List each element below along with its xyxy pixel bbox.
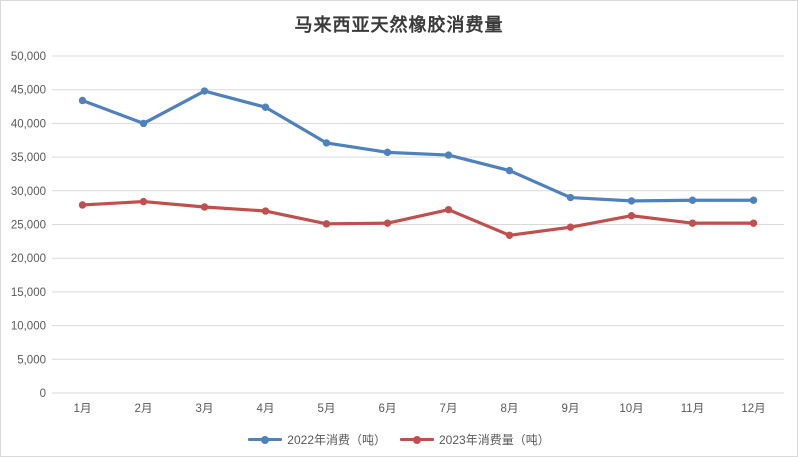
data-point-icon: [505, 231, 514, 239]
legend-dot-icon: [261, 435, 270, 444]
data-point-icon: [383, 148, 392, 157]
data-point-icon: [322, 139, 331, 147]
legend-item: 2023年消费量（吨）: [400, 431, 550, 448]
x-tick-label: 2月: [135, 403, 153, 415]
y-tick-label: 30,000: [11, 186, 46, 198]
series-line-0: [80, 89, 756, 203]
data-point-icon: [78, 201, 87, 209]
legend-item: 2022年消费（吨）: [248, 431, 386, 448]
x-tick-label: 8月: [501, 403, 519, 415]
y-tick-label: 0: [40, 388, 46, 400]
y-tick-label: 5,000: [17, 354, 46, 366]
y-tick-label: 40,000: [11, 118, 46, 130]
x-tick-label: 1月: [74, 403, 92, 415]
x-tick-label: 4月: [257, 403, 275, 415]
y-tick-label: 45,000: [11, 85, 46, 97]
data-point-icon: [627, 197, 636, 205]
legend-line-marker-icon: [248, 435, 283, 444]
data-point-icon: [200, 203, 209, 211]
y-tick-label: 20,000: [11, 253, 46, 265]
data-point-icon: [688, 196, 697, 204]
data-point-icon: [200, 87, 209, 95]
legend-label: 2022年消费（吨）: [287, 433, 386, 447]
chart-title: 马来西亚天然橡胶消费量: [294, 15, 504, 35]
x-tick-label: 3月: [196, 403, 214, 415]
x-tick-label: 11月: [681, 403, 704, 415]
chart-legend: 2022年消费（吨） 2023年消费量（吨）: [1, 431, 797, 448]
data-point-icon: [383, 219, 392, 227]
data-point-icon: [444, 205, 453, 214]
x-tick-label: 10月: [619, 403, 643, 415]
data-point-icon: [505, 166, 514, 175]
data-point-icon: [566, 223, 575, 231]
series-line-1: [80, 199, 756, 237]
y-tick-label: 10,000: [11, 321, 46, 333]
x-tick-label: 9月: [562, 403, 580, 415]
data-point-icon: [749, 219, 758, 227]
y-tick-label: 25,000: [11, 220, 46, 232]
data-point-icon: [627, 212, 636, 220]
data-point-icon: [139, 119, 148, 128]
legend-label: 2023年消费量（吨）: [439, 433, 550, 447]
x-tick-label: 7月: [440, 403, 458, 415]
y-tick-label: 15,000: [11, 287, 46, 299]
data-point-icon: [322, 220, 331, 228]
data-point-icon: [688, 219, 697, 227]
data-point-icon: [566, 193, 575, 202]
data-point-icon: [261, 207, 270, 215]
y-tick-label: 35,000: [11, 152, 46, 164]
data-point-icon: [749, 196, 758, 204]
legend-dot-icon: [413, 435, 421, 444]
x-tick-label: 6月: [379, 403, 397, 415]
x-tick-label: 12月: [741, 403, 765, 415]
y-tick-label: 50,000: [11, 51, 46, 63]
data-point-icon: [261, 103, 270, 111]
x-tick-label: 5月: [318, 403, 336, 415]
legend-line-marker-icon: [400, 435, 434, 444]
data-point-icon: [78, 96, 87, 105]
data-point-icon: [139, 197, 148, 206]
data-point-icon: [444, 151, 453, 159]
